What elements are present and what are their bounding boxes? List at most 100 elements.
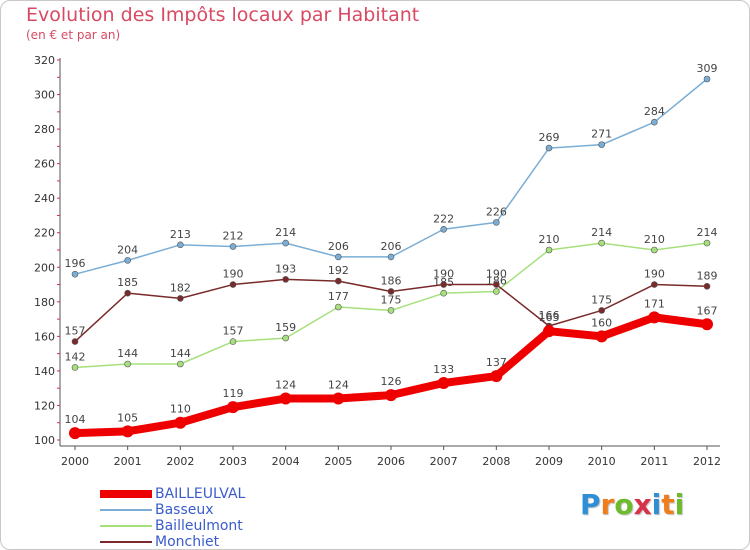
legend-label: Bailleulmont [155, 518, 243, 534]
data-label: 284 [644, 105, 665, 118]
data-point [651, 281, 658, 288]
data-point [335, 253, 342, 261]
data-point [124, 289, 131, 297]
data-point [703, 75, 711, 83]
y-tick-label: 300 [34, 89, 55, 102]
data-label: 144 [170, 347, 191, 360]
proxiti-logo: Proxiti [580, 488, 684, 521]
data-label: 206 [381, 240, 402, 253]
data-label: 166 [539, 309, 560, 322]
legend-item: Monchiet [100, 534, 300, 550]
x-tick-label: 2008 [482, 455, 510, 468]
data-point [282, 239, 289, 247]
x-tick-label: 2009 [535, 455, 563, 468]
data-label: 133 [433, 363, 454, 376]
data-label: 182 [170, 281, 191, 294]
data-label: 214 [591, 226, 612, 239]
data-label: 226 [486, 205, 507, 218]
data-label: 137 [486, 356, 507, 369]
data-label: 124 [275, 379, 296, 392]
data-point [177, 241, 184, 249]
data-label: 206 [328, 240, 349, 253]
data-point [282, 334, 289, 342]
data-point [177, 295, 184, 302]
data-label: 119 [223, 387, 244, 400]
data-label: 186 [381, 274, 402, 287]
data-label: 159 [275, 321, 296, 334]
data-label: 192 [328, 264, 349, 277]
data-label: 190 [433, 268, 454, 281]
data-point [651, 118, 658, 126]
data-point [701, 318, 713, 331]
data-label: 213 [170, 228, 191, 241]
data-point [598, 307, 605, 314]
data-label: 309 [697, 62, 718, 75]
legend-item: Basseux [100, 502, 300, 518]
data-point [440, 281, 447, 288]
data-point [493, 281, 500, 288]
data-label: 189 [697, 269, 718, 282]
data-point [71, 364, 79, 371]
legend-swatch [100, 525, 152, 527]
logo-letter: i [674, 488, 685, 521]
x-tick-label: 2000 [61, 455, 89, 468]
data-label: 110 [170, 403, 191, 416]
x-tick-label: 2007 [430, 455, 458, 468]
data-label: 105 [117, 411, 138, 424]
x-tick-label: 2004 [272, 455, 300, 468]
x-tick-label: 2012 [693, 455, 721, 468]
data-point [229, 338, 237, 345]
legend-item: Bailleulmont [100, 518, 300, 534]
data-label: 142 [65, 350, 86, 363]
legend-swatch [100, 509, 152, 511]
legend-label: Basseux [155, 502, 214, 518]
data-point [279, 392, 292, 405]
data-point [543, 325, 555, 338]
chart-subtitle: (en € et par an) [26, 28, 121, 42]
x-tick-label: 2003 [219, 455, 247, 468]
data-point [545, 246, 553, 254]
data-label: 177 [328, 290, 349, 303]
data-point [493, 288, 500, 295]
x-tick-label: 2001 [114, 455, 142, 468]
data-point [440, 225, 447, 233]
data-label: 204 [117, 243, 138, 256]
data-point [229, 281, 237, 288]
data-label: 160 [591, 316, 612, 329]
x-tick-label: 2010 [588, 455, 616, 468]
data-point [493, 219, 500, 226]
data-label: 193 [275, 262, 296, 275]
y-tick-label: 240 [34, 192, 55, 205]
data-point [69, 427, 81, 440]
data-point [121, 425, 134, 438]
data-label: 157 [65, 325, 86, 338]
data-label: 163 [539, 311, 560, 324]
data-label: 196 [65, 257, 86, 270]
data-point [490, 370, 503, 383]
data-label: 269 [539, 131, 560, 144]
data-point [651, 246, 658, 254]
y-tick-label: 200 [34, 261, 55, 274]
y-tick-label: 220 [34, 227, 55, 240]
data-label: 214 [275, 226, 296, 239]
data-label: 210 [644, 233, 665, 246]
data-point [335, 303, 342, 311]
y-tick-label: 140 [34, 365, 55, 378]
legend-swatch [100, 541, 152, 543]
x-tick-label: 2011 [640, 455, 668, 468]
data-label: 185 [117, 276, 138, 289]
y-tick-label: 260 [34, 158, 55, 171]
data-label: 175 [591, 293, 612, 306]
data-point [387, 253, 395, 261]
y-tick-label: 320 [34, 54, 55, 67]
data-point [124, 257, 131, 264]
legend-label: Monchiet [155, 534, 220, 550]
data-label: 175 [381, 293, 402, 306]
data-point [598, 141, 605, 148]
data-point [703, 282, 711, 290]
data-label: 271 [591, 128, 612, 141]
data-label: 190 [644, 268, 665, 281]
data-point [703, 239, 711, 247]
